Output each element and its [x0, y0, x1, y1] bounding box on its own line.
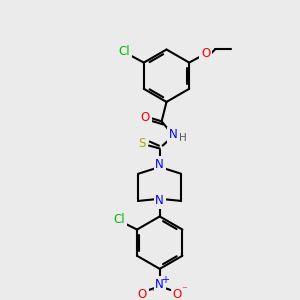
Text: ⁻: ⁻	[181, 285, 187, 295]
Text: H: H	[179, 133, 187, 143]
Text: O: O	[140, 111, 150, 124]
Text: +: +	[160, 274, 169, 284]
Text: S: S	[139, 137, 146, 150]
Text: N: N	[169, 128, 178, 141]
Text: N: N	[155, 158, 164, 170]
Text: O: O	[201, 47, 210, 60]
Text: Cl: Cl	[118, 45, 130, 58]
Text: O: O	[172, 288, 182, 300]
Text: N: N	[155, 194, 164, 207]
Text: N: N	[155, 278, 164, 291]
Text: Cl: Cl	[114, 213, 125, 226]
Text: O: O	[138, 288, 147, 300]
